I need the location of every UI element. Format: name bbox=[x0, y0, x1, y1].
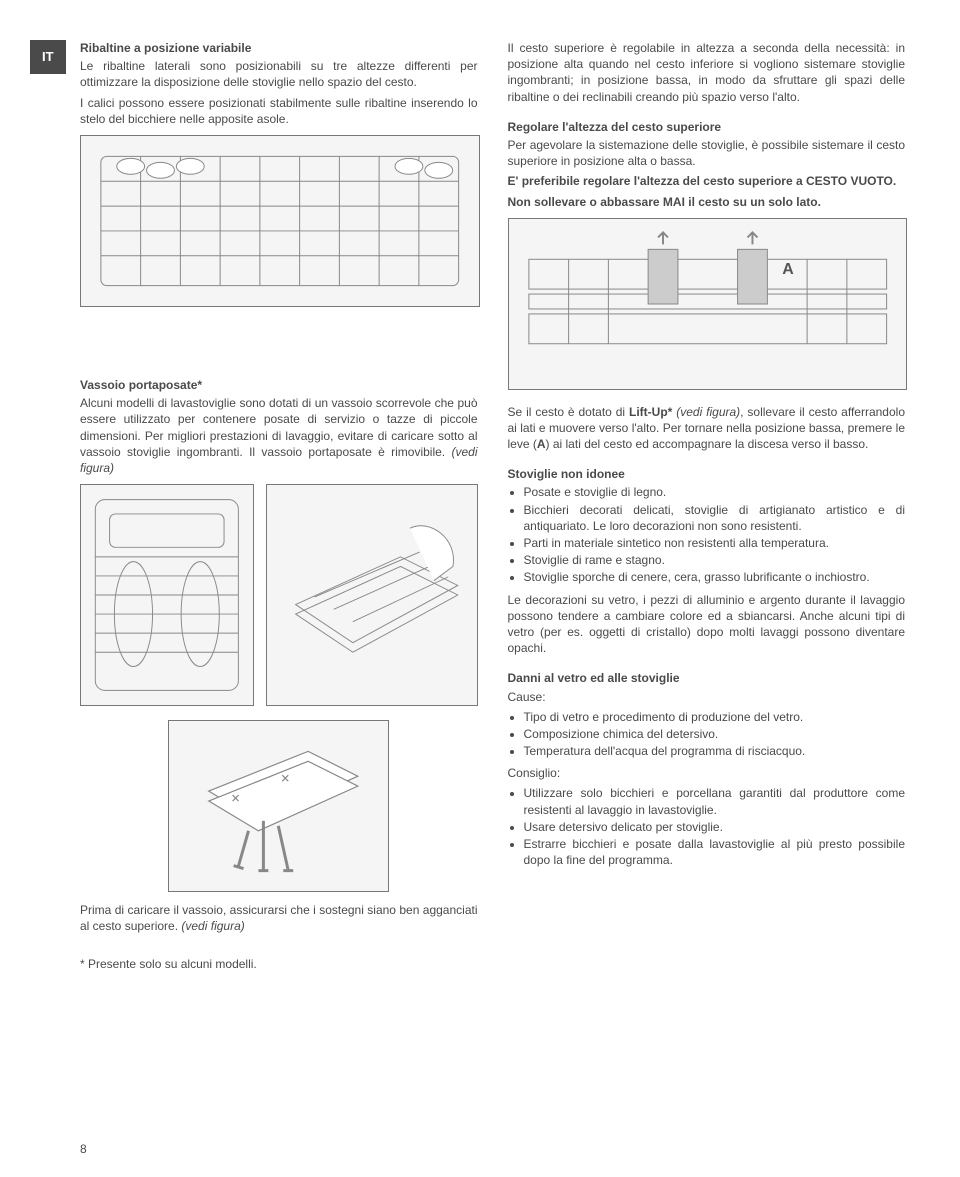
list-item: Tipo di vetro e procedimento di produzio… bbox=[524, 709, 906, 725]
list-item: Temperatura dell'acqua del programma di … bbox=[524, 743, 906, 759]
right-column: Il cesto superiore è regolabile in altez… bbox=[508, 40, 906, 938]
consiglio-label: Consiglio: bbox=[508, 765, 906, 781]
regolare-p3: Non sollevare o abbassare MAI il cesto s… bbox=[508, 194, 906, 210]
list-item: Usare detersivo delicato per stoviglie. bbox=[524, 819, 906, 835]
ribaltine-p1: Le ribaltine laterali sono posizionabili… bbox=[80, 58, 478, 90]
list-item: Bicchieri decorati delicati, stoviglie d… bbox=[524, 502, 906, 534]
cause-list: Tipo di vetro e procedimento di produzio… bbox=[508, 709, 906, 760]
page-number: 8 bbox=[80, 1141, 87, 1157]
list-item: Stoviglie sporche di cenere, cera, grass… bbox=[524, 569, 906, 585]
ribaltine-p2: I calici possono essere posizionati stab… bbox=[80, 95, 478, 127]
cause-label: Cause: bbox=[508, 689, 906, 705]
illus-tray-top bbox=[80, 484, 254, 706]
illus-supports bbox=[168, 720, 389, 892]
list-item: Composizione chimica del detersivo. bbox=[524, 726, 906, 742]
liftup-p1: Se il cesto è dotato di Lift-Up (vedi fi… bbox=[508, 404, 906, 453]
regolare-p1: Per agevolare la sistemazione delle stov… bbox=[508, 137, 906, 169]
language-tab: IT bbox=[30, 40, 66, 74]
left-column: Ribaltine a posizione variabile Le ribal… bbox=[80, 40, 478, 938]
sec-title-vassoio: Vassoio portaposate bbox=[80, 377, 478, 393]
illus-liftup: A bbox=[508, 218, 908, 390]
vassoio-p1: Alcuni modelli di lavastoviglie sono dot… bbox=[80, 395, 478, 476]
sec-title-ribaltine: Ribaltine a posizione variabile bbox=[80, 40, 478, 56]
list-item: Estrarre bicchieri e posate dalla lavast… bbox=[524, 836, 906, 868]
non-idonee-p1: Le decorazioni su vetro, i pezzi di allu… bbox=[508, 592, 906, 657]
illus-ribaltine bbox=[80, 135, 480, 307]
cesto-p1: Il cesto superiore è regolabile in altez… bbox=[508, 40, 906, 105]
illus-tray-iso bbox=[266, 484, 478, 706]
sec-title-regolare: Regolare l'altezza del cesto superiore bbox=[508, 119, 906, 135]
supports-caption: Prima di caricare il vassoio, assicurars… bbox=[80, 902, 478, 934]
consiglio-list: Utilizzare solo bicchieri e porcellana g… bbox=[508, 785, 906, 868]
list-item: Posate e stoviglie di legno. bbox=[524, 484, 906, 500]
sec-title-non-idonee: Stoviglie non idonee bbox=[508, 466, 906, 482]
regolare-p2: E' preferibile regolare l'altezza del ce… bbox=[508, 173, 906, 189]
svg-text:A: A bbox=[782, 261, 794, 278]
sec-title-danni: Danni al vetro ed alle stoviglie bbox=[508, 670, 906, 686]
list-item: Stoviglie di rame e stagno. bbox=[524, 552, 906, 568]
list-item: Utilizzare solo bicchieri e porcellana g… bbox=[524, 785, 906, 817]
footnote: * Presente solo su alcuni modelli. bbox=[80, 956, 905, 972]
non-idonee-list: Posate e stoviglie di legno. Bicchieri d… bbox=[508, 484, 906, 585]
list-item: Parti in materiale sintetico non resiste… bbox=[524, 535, 906, 551]
